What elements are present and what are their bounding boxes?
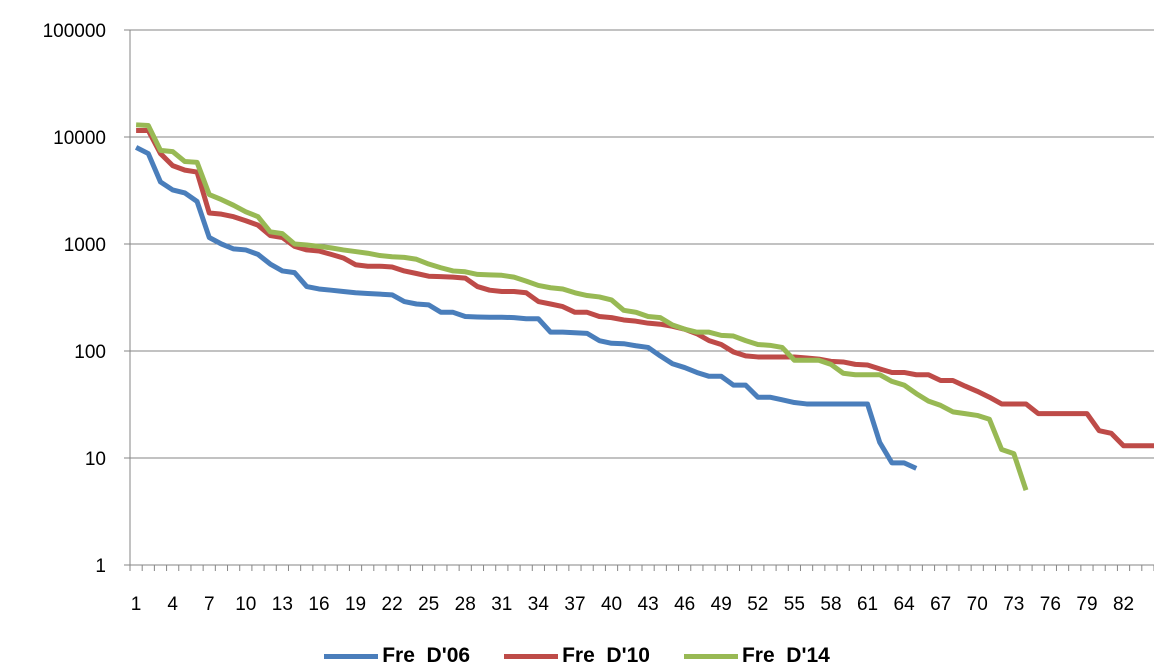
x-tick-label: 10: [235, 594, 256, 615]
legend-swatch: [504, 653, 559, 659]
x-tick-labels: 1 4 7 10 13 16 19 22 25 28 31 34 37 40 43 46 49 52 55 58 61 6…: [131, 594, 1134, 615]
legend-label: Fre D'10: [562, 644, 650, 667]
x-tick-label: 58: [820, 594, 841, 615]
y-tick-labels: 1 10 100 1000 10000 100000: [43, 21, 106, 577]
x-tick-label: 52: [747, 594, 768, 615]
x-tick-label: 67: [930, 594, 951, 615]
x-tick-label: 7: [204, 594, 215, 615]
y-tick-label: 1: [95, 556, 106, 577]
x-tick-label: 61: [857, 594, 878, 615]
legend-item-2: Fre D'10: [504, 644, 650, 668]
x-tick-label: 19: [345, 594, 366, 615]
x-tick-label: 13: [272, 594, 293, 615]
legend-label: Fre D'14: [741, 644, 830, 667]
x-tick-label: 31: [491, 594, 512, 615]
series-line-2: [136, 128, 1154, 449]
y-tick-label: 10: [85, 449, 106, 470]
x-tick-label: 79: [1076, 594, 1097, 615]
x-tick-label: 1: [131, 594, 142, 615]
legend-label: Fre D'06: [382, 644, 471, 667]
series-line-3: [135, 122, 1029, 491]
legend-swatch: [683, 653, 738, 659]
x-tick-label: 73: [1003, 594, 1024, 615]
y-tick-label: 100000: [43, 21, 106, 42]
x-tick-label: 49: [711, 594, 732, 615]
x-tick-label: 55: [784, 594, 805, 615]
x-tick-label: 43: [638, 594, 659, 615]
x-tick-label: 46: [674, 594, 695, 615]
series-lines: [134, 122, 1154, 491]
grid-lines: [130, 29, 1154, 459]
y-tick-label: 100: [74, 342, 106, 363]
series-line-1: [134, 145, 918, 471]
legend-item-3: Fre D'14: [683, 644, 830, 668]
x-tick-label: 16: [308, 594, 329, 615]
y-tick-label: 10000: [53, 128, 106, 149]
x-tick-label: 37: [564, 594, 585, 615]
axes: [124, 29, 1154, 571]
legend: Fre D'06 Fre D'10 Fre D'14: [0, 644, 1154, 668]
x-tick-label: 76: [1040, 594, 1061, 615]
x-tick-label: 70: [967, 594, 988, 615]
y-tick-label: 1000: [64, 235, 106, 256]
x-tick-label: 40: [601, 594, 622, 615]
x-tick-label: 82: [1113, 594, 1134, 615]
line-chart: 1 10 100 1000 10000 100000 1 4 7 10 13 16 19 22 25 28 3…: [43, 21, 1154, 615]
x-tick-label: 64: [894, 594, 916, 615]
x-tick-label: 34: [528, 594, 550, 615]
legend-item-1: Fre D'06: [324, 644, 470, 668]
x-tick-label: 28: [455, 594, 476, 615]
x-tick-label: 22: [382, 594, 403, 615]
x-tick-label: 4: [167, 594, 178, 615]
x-tick-label: 25: [418, 594, 439, 615]
legend-swatch: [324, 653, 379, 659]
